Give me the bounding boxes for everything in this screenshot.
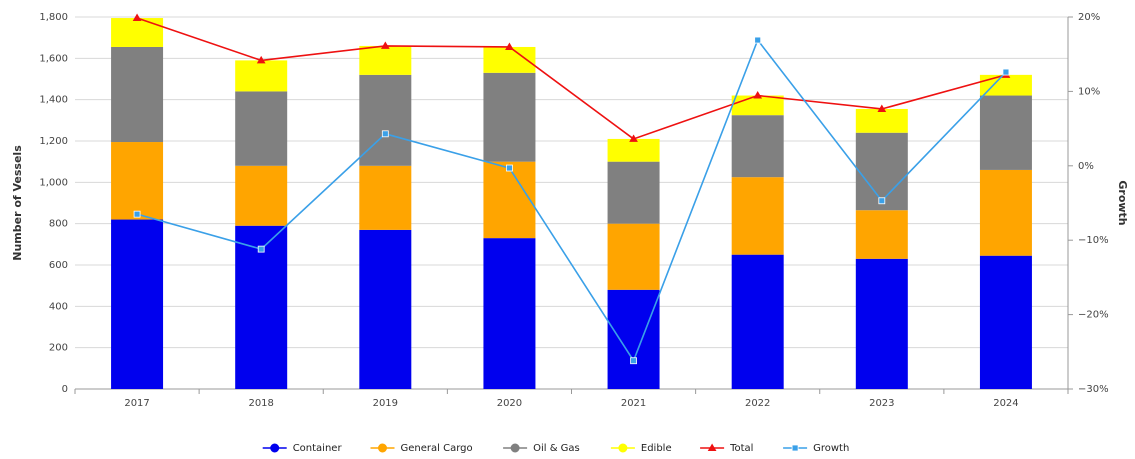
legend-marker	[270, 443, 280, 453]
x-tick-label: 2017	[124, 398, 149, 409]
line	[136, 17, 1007, 140]
marker	[1002, 68, 1010, 76]
marker	[878, 197, 886, 205]
y-tick-label: 800	[49, 219, 68, 230]
x-tick-label: 2019	[373, 398, 398, 409]
marker	[256, 55, 266, 64]
y2-axis-title: Growth	[1116, 180, 1129, 225]
y-tick-label: 400	[49, 301, 68, 312]
bar-segment	[235, 60, 288, 92]
legend-label: Oil & Gas	[533, 443, 580, 454]
bar-segment	[731, 177, 784, 255]
x-tick-label: 2022	[745, 398, 770, 409]
bar-segment	[235, 91, 288, 166]
bar-segment	[111, 46, 164, 143]
x-tick-label: 2018	[248, 398, 273, 409]
bar-segment	[855, 108, 908, 133]
bar-segment	[359, 165, 412, 230]
bar-segment	[855, 132, 908, 211]
y-tick-label: 200	[49, 343, 68, 354]
x-tick-label: 2021	[621, 398, 646, 409]
y2-tick-label: −30%	[1078, 384, 1109, 395]
y2-tick-label: 0%	[1078, 161, 1094, 172]
line	[136, 38, 1007, 363]
legend-label: Edible	[641, 443, 672, 454]
marker	[257, 245, 265, 253]
bar-segment	[483, 238, 536, 389]
bar-segment	[607, 161, 660, 224]
bar-segment	[979, 74, 1032, 96]
marker	[505, 42, 514, 50]
bar-segment	[979, 169, 1032, 256]
x-tick-label: 2024	[993, 398, 1018, 409]
bar-segment	[483, 72, 536, 162]
legend-label: Growth	[813, 443, 849, 454]
x-tick-label: 2023	[869, 398, 894, 409]
bar-segment	[111, 142, 164, 220]
legend-label: General Cargo	[401, 443, 473, 454]
marker	[506, 164, 513, 172]
bar-segment	[607, 138, 660, 162]
bar-segment	[235, 165, 288, 226]
marker	[133, 210, 141, 218]
marker	[877, 104, 887, 112]
y-tick-label: 1,800	[39, 12, 68, 23]
y-tick-label: 1,400	[39, 95, 68, 106]
bar-segment	[359, 229, 412, 389]
bar-segment	[855, 210, 908, 259]
y-tick-label: 1,000	[39, 177, 68, 188]
bar-segment	[359, 74, 412, 166]
marker	[380, 41, 390, 49]
legend-marker	[791, 444, 799, 452]
y-axis-title: Number of Vessels	[11, 145, 24, 261]
bar-segment	[979, 95, 1032, 170]
y2-tick-label: −20%	[1078, 310, 1109, 321]
y-tick-label: 600	[49, 260, 68, 271]
bar-segment	[979, 255, 1032, 389]
marker	[381, 130, 389, 138]
legend-marker	[378, 443, 387, 453]
marker	[629, 134, 638, 142]
bar-segment	[855, 258, 908, 389]
legend-marker	[707, 443, 717, 451]
y2-tick-label: −10%	[1078, 235, 1109, 246]
bar-segment	[111, 219, 164, 389]
bar-segment	[359, 45, 412, 75]
marker	[754, 36, 762, 44]
y2-tick-label: 10%	[1078, 86, 1100, 97]
legend-marker	[618, 443, 628, 453]
bar-segment	[235, 225, 288, 389]
bar-segment	[607, 289, 660, 389]
marker	[132, 13, 142, 22]
bar-segment	[731, 254, 784, 389]
bar-segment	[731, 115, 784, 178]
bar-segment	[111, 18, 164, 47]
marker	[630, 357, 637, 365]
y-tick-label: 0	[62, 384, 68, 395]
y-tick-label: 1,600	[39, 53, 68, 64]
bar-segment	[607, 223, 660, 290]
y-tick-label: 1,200	[39, 136, 68, 147]
legend-label: Total	[729, 443, 753, 454]
legend-label: Container	[293, 443, 343, 454]
y2-tick-label: 20%	[1078, 12, 1100, 23]
bar-segment	[483, 161, 536, 239]
x-tick-label: 2020	[497, 398, 522, 409]
legend-marker	[510, 443, 520, 453]
marker	[753, 91, 763, 99]
